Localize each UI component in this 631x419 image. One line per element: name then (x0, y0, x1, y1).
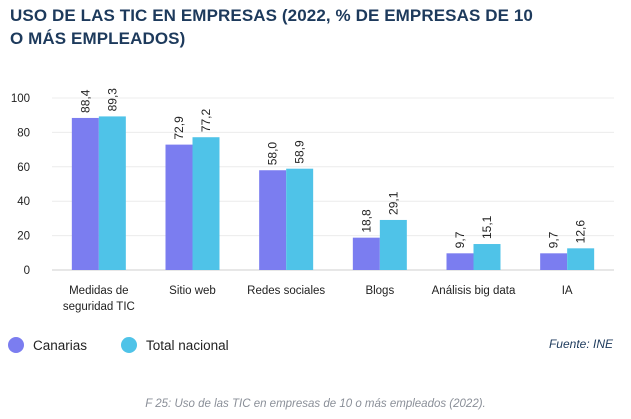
data-label: 12,6 (574, 220, 588, 244)
x-tick-label: Medidas de (69, 285, 128, 297)
data-label: 58,0 (266, 142, 280, 166)
bar-canarias (352, 237, 380, 270)
data-label: 15,1 (480, 215, 494, 239)
chart-legend: Canarias Total nacional (8, 334, 263, 356)
bar-canarias (259, 170, 287, 270)
bar-total-nacional (192, 137, 220, 270)
bar-canarias (71, 117, 99, 271)
bar-total-nacional (473, 244, 501, 270)
x-tick-label: Análisis big data (432, 285, 516, 297)
data-label: 77,2 (199, 109, 213, 133)
x-tick-label: Redes sociales (247, 285, 325, 297)
legend-swatch-total-nacional (121, 337, 138, 353)
data-label: 89,3 (105, 88, 119, 112)
y-tick-label: 60 (17, 162, 30, 174)
chart-title-line-2: O MÁS EMPLEADOS) (10, 29, 186, 48)
legend-item-canarias: Canarias (8, 337, 87, 353)
x-tick-label: seguridad TIC (63, 301, 135, 313)
x-tick-label: IA (562, 285, 573, 297)
y-tick-label: 80 (17, 127, 30, 139)
bar-total-nacional (98, 116, 126, 271)
bar-canarias (540, 253, 568, 270)
data-label: 58,9 (293, 140, 307, 164)
legend-item-total-nacional: Total nacional (121, 337, 229, 353)
figure-caption: F 25: Uso de las TIC en empresas de 10 o… (145, 398, 486, 410)
data-label: 29,1 (386, 191, 400, 215)
x-tick-label: Blogs (365, 285, 394, 297)
bar-total-nacional (286, 168, 314, 270)
bar-total-nacional (567, 248, 595, 270)
data-label: 9,7 (547, 231, 561, 248)
bar-total-nacional (379, 219, 407, 270)
y-tick-label: 100 (11, 93, 30, 105)
legend-label-canarias: Canarias (33, 337, 88, 353)
y-tick-label: 40 (17, 196, 30, 208)
data-label: 18,8 (359, 209, 373, 233)
chart-title: USO DE LAS TIC EN EMPRESAS (2022, % DE E… (10, 4, 610, 50)
bar-canarias (446, 253, 474, 270)
data-label: 88,4 (78, 89, 92, 113)
chart-title-line-1: USO DE LAS TIC EN EMPRESAS (2022, % DE E… (10, 6, 533, 25)
legend-swatch-canarias (8, 337, 24, 353)
bar-chart: 0 20 40 60 80 100 88,4 89,3 Medidas de seguridad … (11, 88, 614, 313)
y-tick-label: 0 (24, 265, 30, 277)
bar-canarias (165, 144, 193, 270)
y-tick-label: 20 (17, 231, 30, 243)
legend-label-total-nacional: Total nacional (146, 337, 229, 353)
x-tick-label: Sitio web (169, 285, 216, 297)
data-label: 9,7 (453, 231, 467, 248)
source-note: Fuente: INE (548, 337, 613, 351)
data-label: 72,9 (172, 116, 186, 140)
